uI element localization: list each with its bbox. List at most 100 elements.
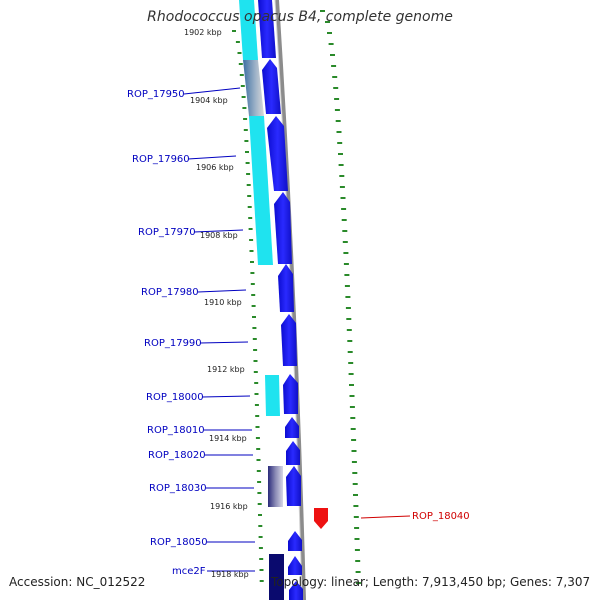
gc-dot [349,395,355,397]
gene-labels: ROP_17950 ROP_17960 ROP_17970 ROP_17980 … [127,89,470,577]
gc-dot [355,571,361,573]
gc-dot [334,109,340,111]
gc-dot [252,338,257,340]
gene-label[interactable]: ROP_18020 [148,450,206,461]
gene-label[interactable]: ROP_18000 [146,392,204,403]
gc-dot [247,206,252,208]
gc-dot [244,140,249,142]
gc-dot [349,406,355,408]
gc-dot [355,582,361,584]
gc-dot [258,547,263,549]
gc-dot [243,118,248,120]
gc-dot [333,87,339,89]
gc-dot [252,327,257,329]
ruler-label: 1914 kbp [209,434,247,443]
gc-dot [258,536,263,538]
gene-label[interactable]: ROP_17970 [138,227,196,238]
feature-segment [243,60,264,116]
ruler-label: 1902 kbp [184,28,222,37]
gc-dot [255,437,260,439]
gc-dot [252,316,256,318]
gc-dot [354,549,360,551]
gc-dot [245,151,249,153]
gene-arrow [258,0,276,58]
gc-dot [256,470,261,472]
gc-dot [350,428,356,430]
gc-dot [344,285,350,287]
gc-dot [345,307,351,309]
gc-dot [258,525,263,527]
gc-dot [343,252,349,254]
feature-segment [268,466,283,507]
gc-dot [259,569,264,571]
gc-dot [259,558,264,560]
map-title: Rhodococcus opacus B4, complete genome [147,9,453,25]
feature-segment [239,0,258,60]
gc-dot [238,63,243,65]
gc-dot [250,261,254,263]
gc-dot [355,560,361,562]
gene-label[interactable]: ROP_18050 [150,537,208,548]
gc-dot [335,120,341,122]
gc-dot [339,186,345,188]
gc-dot [347,351,353,353]
gene-arrow [274,192,292,264]
gc-dot [346,318,352,320]
ruler-labels: 1902 kbp 1904 kbp 1906 kbp 1908 kbp 1910… [184,28,249,579]
gc-dot [331,65,337,67]
gc-dot [254,393,259,395]
gc-dot [251,294,256,296]
gc-dot [330,54,335,56]
gene-arrow [281,314,297,366]
gc-dot [328,43,334,45]
gene-label[interactable]: ROP_18030 [149,483,207,494]
gene-label[interactable]: mce2F [172,566,206,577]
leader-line [201,395,251,398]
gc-content-track-inner [232,30,264,582]
leader-line [193,229,244,233]
gene-label[interactable]: ROP_17980 [141,287,199,298]
gc-dot [243,129,248,131]
gc-dot [354,538,360,540]
gc-dot [259,580,264,582]
gene-arrow [278,264,294,312]
gc-dot [343,263,349,265]
gene-arrow [288,531,302,551]
gc-dot [338,164,344,166]
gc-dot [352,483,358,485]
ruler-label: 1912 kbp [207,365,245,374]
ruler-label: 1910 kbp [204,298,242,307]
gc-dot [235,41,240,43]
feature-segment [269,554,284,600]
gc-dot [247,195,252,197]
gene-arrow [288,556,302,575]
gene-label[interactable]: ROP_18040 [412,511,470,522]
gc-dot [232,30,236,32]
gene-label[interactable]: ROP_17960 [132,154,190,165]
gene-label[interactable]: ROP_17950 [127,89,185,100]
gc-dot [351,450,357,452]
gc-dot [348,362,354,364]
gene-label[interactable]: ROP_18010 [147,425,205,436]
gc-dot [341,208,347,210]
gc-dot [352,472,358,474]
accession-text: Accession: NC_012522 [9,575,146,589]
gene-arrow [283,374,298,414]
feature-segment [249,116,273,265]
gc-dot [258,514,262,516]
gc-dot [353,505,359,507]
gc-dot [246,173,251,175]
ruler-label: 1904 kbp [190,96,228,105]
gc-dot [353,494,358,496]
gc-dot [249,250,254,252]
gc-dot [253,360,258,362]
leader-line [199,341,249,344]
gc-content-track-outer [320,10,361,584]
gc-dot [241,96,246,98]
gc-dot [257,492,262,494]
gc-dot [340,197,346,199]
gc-dot [348,373,354,375]
leader-line [183,87,241,95]
gene-label[interactable]: ROP_17990 [144,338,202,349]
gc-dot [337,142,343,144]
